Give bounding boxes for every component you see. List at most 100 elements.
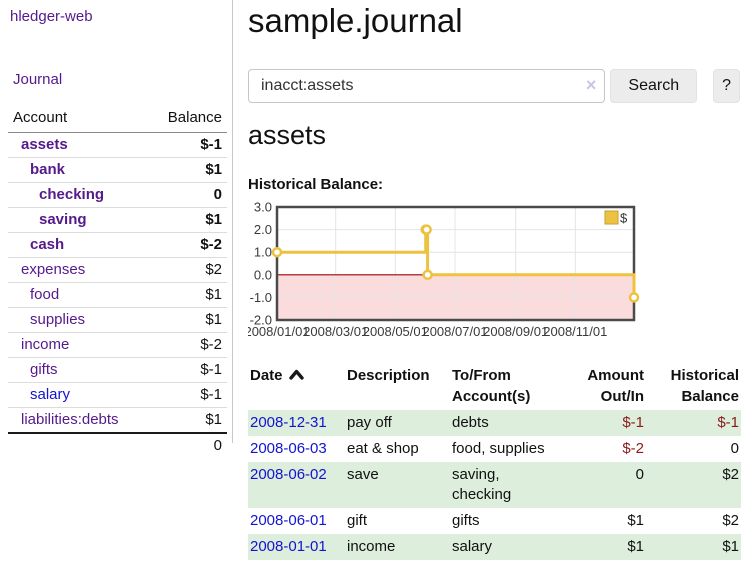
account-link-gifts[interactable]: gifts bbox=[30, 361, 58, 378]
account-link-liabilities-debts[interactable]: liabilities:debts bbox=[21, 411, 119, 428]
account-link-expenses[interactable]: expenses bbox=[21, 261, 86, 278]
transaction-balance: $-1 bbox=[646, 410, 741, 436]
register-row: 2008-06-03 eat & shop food, supplies $-2… bbox=[248, 436, 741, 462]
help-button[interactable]: ? bbox=[713, 69, 740, 103]
transaction-date-link[interactable]: 2008-06-03 bbox=[250, 440, 327, 457]
accounts-total-row: 0 bbox=[8, 432, 227, 458]
transaction-balance: $2 bbox=[722, 512, 739, 529]
svg-text:2008/07/01: 2008/07/01 bbox=[422, 324, 487, 339]
register-row: 2008-12-31 pay off debts $-1 $-1 bbox=[248, 410, 741, 436]
transaction-amount: $1 bbox=[627, 512, 644, 529]
account-row: gifts $-1 bbox=[8, 357, 227, 383]
account-balance: $2 bbox=[150, 257, 227, 283]
account-balance: $1 bbox=[150, 207, 227, 233]
balance-column-header: Balance bbox=[150, 106, 227, 133]
account-balance: $1 bbox=[150, 307, 227, 333]
account-link-saving[interactable]: saving bbox=[39, 211, 87, 228]
accounts-table: Account Balance assets $-1 bank $1 check… bbox=[8, 106, 227, 458]
transaction-accounts: saving, checking bbox=[450, 462, 566, 508]
svg-text:-1.0: -1.0 bbox=[250, 290, 272, 305]
transaction-accounts: gifts bbox=[452, 512, 480, 529]
transaction-accounts: salary bbox=[450, 534, 566, 560]
account-balance: $1 bbox=[150, 282, 227, 308]
account-link-supplies[interactable]: supplies bbox=[30, 311, 86, 328]
account-heading: assets bbox=[248, 120, 327, 150]
transaction-description: pay off bbox=[345, 410, 450, 436]
transaction-date-link[interactable]: 2008-06-01 bbox=[250, 512, 327, 529]
account-column-header: Account bbox=[8, 106, 151, 133]
register-row: 2008-06-01 gift gifts $1 $2 bbox=[248, 508, 741, 534]
account-row: saving $1 bbox=[8, 207, 227, 233]
account-row: bank $1 bbox=[8, 157, 227, 183]
register-row: 2008-06-02 save saving, checking 0 $2 bbox=[248, 462, 741, 508]
account-balance: $1 bbox=[150, 157, 227, 183]
transaction-balance: 0 bbox=[730, 440, 739, 457]
legend-swatch bbox=[604, 210, 619, 225]
transaction-balance: $2 bbox=[646, 462, 741, 508]
account-link-income[interactable]: income bbox=[21, 336, 70, 353]
svg-text:-2.0: -2.0 bbox=[250, 313, 272, 328]
svg-text:2008/11/01: 2008/11/01 bbox=[543, 324, 607, 339]
sort-ascending-icon bbox=[288, 369, 304, 380]
description-column-header: Description bbox=[347, 367, 430, 384]
account-row: cash $-2 bbox=[8, 232, 227, 258]
account-balance: 0 bbox=[150, 182, 227, 208]
transaction-accounts: food, supplies bbox=[452, 440, 545, 457]
transaction-date-link[interactable]: 2008-06-02 bbox=[250, 466, 327, 483]
account-row: supplies $1 bbox=[8, 307, 227, 333]
svg-text:2008/09/01: 2008/09/01 bbox=[483, 324, 548, 339]
account-row: liabilities:debts $1 bbox=[8, 407, 227, 433]
transaction-balance: $1 bbox=[646, 534, 741, 560]
search-input[interactable] bbox=[248, 69, 606, 103]
chart-title: Historical Balance: bbox=[248, 176, 384, 193]
accounts-header-row: Account Balance bbox=[8, 106, 227, 133]
search-button[interactable]: Search bbox=[610, 69, 698, 103]
legend-label: $ bbox=[620, 211, 628, 226]
account-link-salary[interactable]: salary bbox=[30, 386, 71, 403]
transaction-accounts: debts bbox=[450, 410, 566, 436]
transaction-description: gift bbox=[347, 512, 368, 529]
date-column-header[interactable]: Date bbox=[248, 362, 345, 410]
account-balance: $-2 bbox=[150, 332, 227, 358]
svg-text:2008/01/01: 2008/01/01 bbox=[248, 324, 310, 339]
account-link-checking[interactable]: checking bbox=[39, 186, 105, 203]
register-header-row: Date Description To/From Account(s) Amou… bbox=[248, 362, 741, 410]
date-header-label: Date bbox=[250, 367, 283, 384]
clear-search-icon[interactable]: × bbox=[585, 75, 597, 95]
svg-text:0.0: 0.0 bbox=[254, 267, 272, 282]
main-content: sample.journal × Search ? assets Histori… bbox=[248, 0, 742, 582]
svg-text:3.0: 3.0 bbox=[254, 200, 272, 215]
account-row: food $1 bbox=[8, 282, 227, 308]
transaction-date-link[interactable]: 2008-12-31 bbox=[250, 414, 327, 431]
account-link-assets[interactable]: assets bbox=[21, 136, 68, 153]
account-row: salary $-1 bbox=[8, 382, 227, 408]
register-row: 2008-01-01 income salary $1 $1 bbox=[248, 534, 741, 560]
account-link-food[interactable]: food bbox=[30, 286, 60, 303]
sidebar-item-journal[interactable]: Journal bbox=[13, 71, 63, 88]
transaction-date-link[interactable]: 2008-01-01 bbox=[250, 538, 327, 555]
register-table: Date Description To/From Account(s) Amou… bbox=[248, 362, 741, 560]
transaction-description: save bbox=[345, 462, 450, 508]
page-title: sample.journal bbox=[248, 2, 463, 39]
account-row: assets $-1 bbox=[8, 133, 227, 158]
app-brand-link[interactable]: hledger-web bbox=[10, 8, 93, 25]
account-link-cash[interactable]: cash bbox=[30, 236, 65, 253]
accounts-column-header: To/From Account(s) bbox=[452, 367, 531, 405]
amount-column-header: Amount Out/In bbox=[587, 367, 644, 405]
svg-text:2.0: 2.0 bbox=[254, 222, 272, 237]
transaction-amount: $-1 bbox=[566, 410, 646, 436]
account-row: expenses $2 bbox=[8, 257, 227, 283]
account-balance: $-1 bbox=[150, 357, 227, 383]
account-row: income $-2 bbox=[8, 332, 227, 358]
svg-text:1.0: 1.0 bbox=[254, 245, 272, 260]
transaction-amount: $1 bbox=[566, 534, 646, 560]
historical-balance-chart: $3.0 2.0 1.0 0.0 -1.0 -2.02008/01/012008/03/0… bbox=[248, 200, 640, 339]
balance-column-header: Historical Balance bbox=[670, 367, 739, 405]
transaction-amount: 0 bbox=[566, 462, 646, 508]
transaction-description: income bbox=[345, 534, 450, 560]
transaction-amount: $-2 bbox=[622, 440, 644, 457]
account-balance: $-1 bbox=[150, 382, 227, 408]
transaction-description: eat & shop bbox=[347, 440, 419, 457]
account-link-bank[interactable]: bank bbox=[30, 161, 66, 178]
